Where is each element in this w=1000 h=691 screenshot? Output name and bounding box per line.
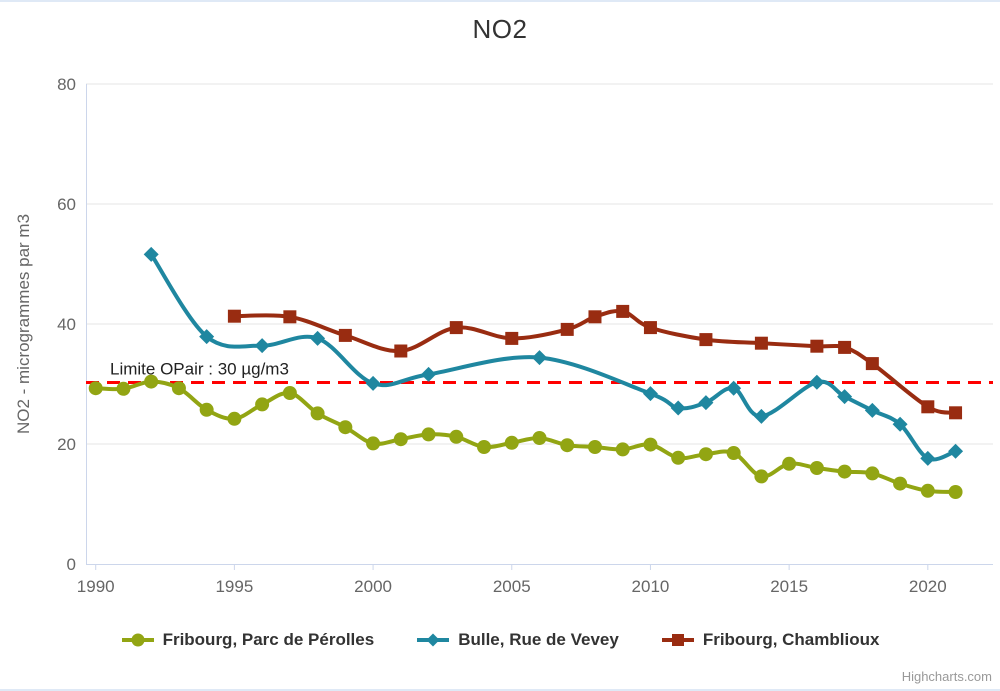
marker-fribourg-chamblioux[interactable] (283, 310, 297, 324)
marker-fribourg-chamblioux[interactable] (643, 321, 657, 335)
x-tick-label: 2005 (493, 577, 531, 596)
legend: Fribourg, Parc de Pérolles Bulle, Rue de … (0, 630, 1000, 650)
marker-fribourg-parc-de-p-rolles[interactable] (893, 476, 908, 491)
marker-fribourg-parc-de-p-rolles[interactable] (948, 485, 963, 499)
page-edge-top (0, 0, 1000, 2)
series-line-fribourg-parc-de-p-rolles (93, 379, 958, 494)
y-tick-label: 0 (67, 555, 76, 574)
marker-fribourg-parc-de-p-rolles[interactable] (809, 461, 824, 475)
marker-fribourg-parc-de-p-rolles[interactable] (615, 442, 630, 457)
marker-bulle-rue-de-vevey[interactable] (864, 402, 880, 418)
marker-bulle-rue-de-vevey[interactable] (948, 443, 964, 459)
marker-bulle-rue-de-vevey[interactable] (254, 338, 270, 354)
marker-fribourg-parc-de-p-rolles[interactable] (782, 456, 797, 471)
marker-bulle-rue-de-vevey[interactable] (310, 330, 326, 346)
x-tick-label: 2000 (354, 577, 392, 596)
page-edge-bottom (0, 689, 1000, 691)
legend-label: Fribourg, Chamblioux (702, 630, 880, 649)
marker-fribourg-chamblioux[interactable] (449, 321, 463, 335)
marker-fribourg-parc-de-p-rolles[interactable] (116, 381, 131, 396)
series-line-bulle-rue-de-vevey (149, 252, 958, 462)
marker-bulle-rue-de-vevey[interactable] (892, 416, 908, 432)
marker-fribourg-chamblioux[interactable] (616, 304, 630, 318)
marker-fribourg-parc-de-p-rolles[interactable] (338, 420, 353, 435)
y-tick-label: 20 (57, 435, 76, 454)
marker-fribourg-parc-de-p-rolles[interactable] (366, 436, 381, 451)
marker-bulle-rue-de-vevey[interactable] (199, 329, 215, 345)
marker-bulle-rue-de-vevey[interactable] (365, 375, 381, 391)
y-tick-label: 80 (57, 75, 76, 94)
legend-item-bulle-rue-de-vevey[interactable]: Bulle, Rue de Vevey (416, 630, 619, 650)
highcharts-credits[interactable]: Highcharts.com (901, 669, 992, 684)
marker-fribourg-chamblioux[interactable] (505, 331, 519, 345)
x-tick-label: 2015 (770, 577, 808, 596)
marker-bulle-rue-de-vevey[interactable] (642, 386, 658, 402)
marker-bulle-rue-de-vevey[interactable] (698, 395, 714, 411)
marker-bulle-rue-de-vevey[interactable] (421, 366, 437, 382)
marker-fribourg-parc-de-p-rolles[interactable] (144, 374, 159, 389)
marker-fribourg-parc-de-p-rolles[interactable] (865, 466, 880, 481)
marker-fribourg-parc-de-p-rolles[interactable] (671, 450, 686, 465)
marker-fribourg-parc-de-p-rolles[interactable] (587, 440, 602, 454)
marker-fribourg-parc-de-p-rolles[interactable] (726, 446, 741, 460)
marker-fribourg-chamblioux[interactable] (921, 400, 935, 414)
marker-bulle-rue-de-vevey[interactable] (143, 246, 159, 262)
marker-fribourg-parc-de-p-rolles[interactable] (449, 429, 464, 444)
marker-fribourg-chamblioux[interactable] (560, 322, 574, 336)
marker-fribourg-parc-de-p-rolles[interactable] (754, 469, 769, 484)
marker-fribourg-parc-de-p-rolles[interactable] (477, 440, 492, 454)
marker-fribourg-parc-de-p-rolles[interactable] (282, 386, 297, 400)
marker-fribourg-parc-de-p-rolles[interactable] (393, 432, 408, 447)
marker-bulle-rue-de-vevey[interactable] (532, 350, 547, 366)
marker-fribourg-chamblioux[interactable] (699, 333, 713, 347)
marker-fribourg-parc-de-p-rolles[interactable] (643, 437, 658, 452)
marker-bulle-rue-de-vevey[interactable] (753, 408, 769, 424)
marker-fribourg-parc-de-p-rolles[interactable] (504, 435, 519, 450)
x-tick-label: 1990 (77, 577, 115, 596)
marker-fribourg-chamblioux[interactable] (810, 339, 824, 353)
marker-fribourg-chamblioux[interactable] (838, 340, 852, 354)
marker-bulle-rue-de-vevey[interactable] (726, 380, 742, 396)
marker-fribourg-parc-de-p-rolles[interactable] (837, 464, 852, 479)
marker-fribourg-chamblioux[interactable] (338, 328, 352, 342)
legend-label: Fribourg, Parc de Pérolles (162, 630, 375, 649)
legend-label: Bulle, Rue de Vevey (458, 630, 619, 649)
marker-fribourg-parc-de-p-rolles[interactable] (88, 381, 103, 396)
marker-fribourg-parc-de-p-rolles[interactable] (560, 438, 575, 453)
legend-item-fribourg-parc-de-p-rolles[interactable]: Fribourg, Parc de Pérolles (121, 630, 375, 650)
marker-fribourg-parc-de-p-rolles[interactable] (227, 411, 242, 426)
marker-fribourg-parc-de-p-rolles[interactable] (310, 406, 325, 421)
marker-fribourg-chamblioux[interactable] (394, 344, 408, 358)
y-tick-label: 40 (57, 315, 76, 334)
marker-bulle-rue-de-vevey[interactable] (670, 400, 686, 416)
marker-fribourg-chamblioux[interactable] (588, 310, 602, 324)
marker-fribourg-parc-de-p-rolles[interactable] (920, 483, 935, 498)
marker-fribourg-chamblioux[interactable] (227, 309, 241, 323)
chart-title: NO2 (472, 14, 528, 44)
marker-bulle-rue-de-vevey[interactable] (920, 450, 936, 466)
x-tick-label: 2010 (632, 577, 670, 596)
marker-fribourg-parc-de-p-rolles[interactable] (255, 397, 270, 412)
x-tick-label: 1995 (215, 577, 253, 596)
circle-legend-marker-icon (121, 633, 154, 647)
legend-item-fribourg-chamblioux[interactable]: Fribourg, Chamblioux (661, 630, 880, 650)
marker-fribourg-parc-de-p-rolles[interactable] (698, 447, 713, 462)
marker-fribourg-parc-de-p-rolles[interactable] (199, 402, 214, 417)
x-tick-label: 2020 (909, 577, 947, 596)
marker-fribourg-parc-de-p-rolles[interactable] (421, 427, 436, 442)
marker-bulle-rue-de-vevey[interactable] (837, 389, 853, 405)
marker-fribourg-chamblioux[interactable] (949, 406, 963, 420)
diamond-legend-marker-icon (417, 633, 450, 647)
marker-fribourg-chamblioux[interactable] (754, 336, 768, 350)
y-tick-label: 60 (57, 195, 76, 214)
marker-bulle-rue-de-vevey[interactable] (809, 374, 825, 390)
square-legend-marker-icon (661, 634, 694, 646)
marker-fribourg-parc-de-p-rolles[interactable] (532, 431, 547, 445)
marker-fribourg-chamblioux[interactable] (865, 357, 879, 371)
marker-fribourg-parc-de-p-rolles[interactable] (171, 381, 186, 396)
plotline-label: Limite OPair : 30 µg/m3 (110, 360, 289, 379)
